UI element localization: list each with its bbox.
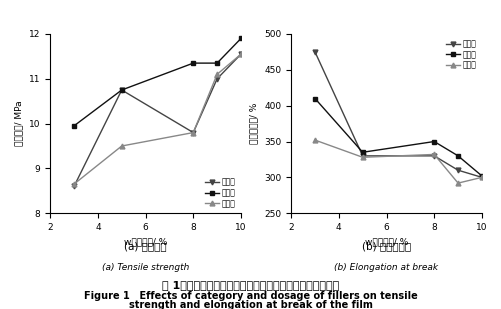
X-axis label: w（填料）/ %: w（填料）/ % (364, 238, 407, 247)
碳酸馒 (312, 138, 318, 142)
云母粉 (119, 88, 125, 92)
碳酸馒 (71, 182, 77, 186)
Text: (a) Tensile strength: (a) Tensile strength (102, 263, 189, 272)
碳酸馒 (190, 131, 196, 134)
碳酸馒 (359, 155, 365, 159)
硅灰石 (430, 140, 436, 143)
Line: 云母粉: 云母粉 (72, 52, 243, 189)
云母粉 (237, 52, 243, 56)
碳酸馒 (454, 181, 460, 185)
硅灰石 (237, 36, 243, 40)
Line: 云母粉: 云母粉 (312, 49, 483, 180)
云母粉 (359, 154, 365, 158)
Text: (b) 断裂伸长率: (b) 断裂伸长率 (361, 241, 410, 251)
Text: strength and elongation at break of the film: strength and elongation at break of the … (129, 300, 372, 309)
碳酸馒 (478, 176, 484, 179)
Y-axis label: 断裂伸长率/ %: 断裂伸长率/ % (249, 103, 258, 144)
Legend: 云母粉, 硅灰石, 碳酸馒: 云母粉, 硅灰石, 碳酸馒 (443, 38, 477, 71)
云母粉 (213, 77, 219, 81)
Text: (b) Elongation at break: (b) Elongation at break (334, 263, 438, 272)
硅灰石 (359, 150, 365, 154)
硅灰石 (454, 154, 460, 158)
碳酸馒 (430, 153, 436, 156)
Y-axis label: 拉伸强度/ MPa: 拉伸强度/ MPa (15, 101, 24, 146)
硅灰石 (190, 61, 196, 65)
碳酸馒 (237, 52, 243, 56)
云母粉 (312, 50, 318, 54)
Line: 碳酸馒: 碳酸馒 (312, 138, 483, 185)
云母粉 (478, 176, 484, 179)
硅灰石 (312, 97, 318, 100)
硅灰石 (213, 61, 219, 65)
Line: 碳酸馒: 碳酸馒 (72, 52, 243, 187)
X-axis label: w（填料）/ %: w（填料）/ % (124, 238, 167, 247)
硅灰石 (119, 88, 125, 92)
Line: 硅灰石: 硅灰石 (312, 96, 483, 178)
Text: 图 1　填料种类和用量对漆膜拉伸强度和断裂伸长率的影响: 图 1 填料种类和用量对漆膜拉伸强度和断裂伸长率的影响 (162, 280, 339, 290)
云母粉 (190, 131, 196, 134)
Text: Figure 1 Effects of category and dosage of fillers on tensile: Figure 1 Effects of category and dosage … (84, 291, 417, 301)
Line: 硅灰石: 硅灰石 (72, 36, 243, 128)
硅灰石 (71, 124, 77, 128)
云母粉 (430, 154, 436, 158)
碳酸馒 (119, 144, 125, 148)
云母粉 (71, 184, 77, 188)
碳酸馒 (213, 73, 219, 76)
硅灰石 (478, 174, 484, 178)
Legend: 云母粉, 硅灰石, 碳酸馒: 云母粉, 硅灰石, 碳酸馒 (203, 176, 236, 210)
Text: (a) 拉伸强度: (a) 拉伸强度 (124, 241, 166, 251)
云母粉 (454, 168, 460, 172)
